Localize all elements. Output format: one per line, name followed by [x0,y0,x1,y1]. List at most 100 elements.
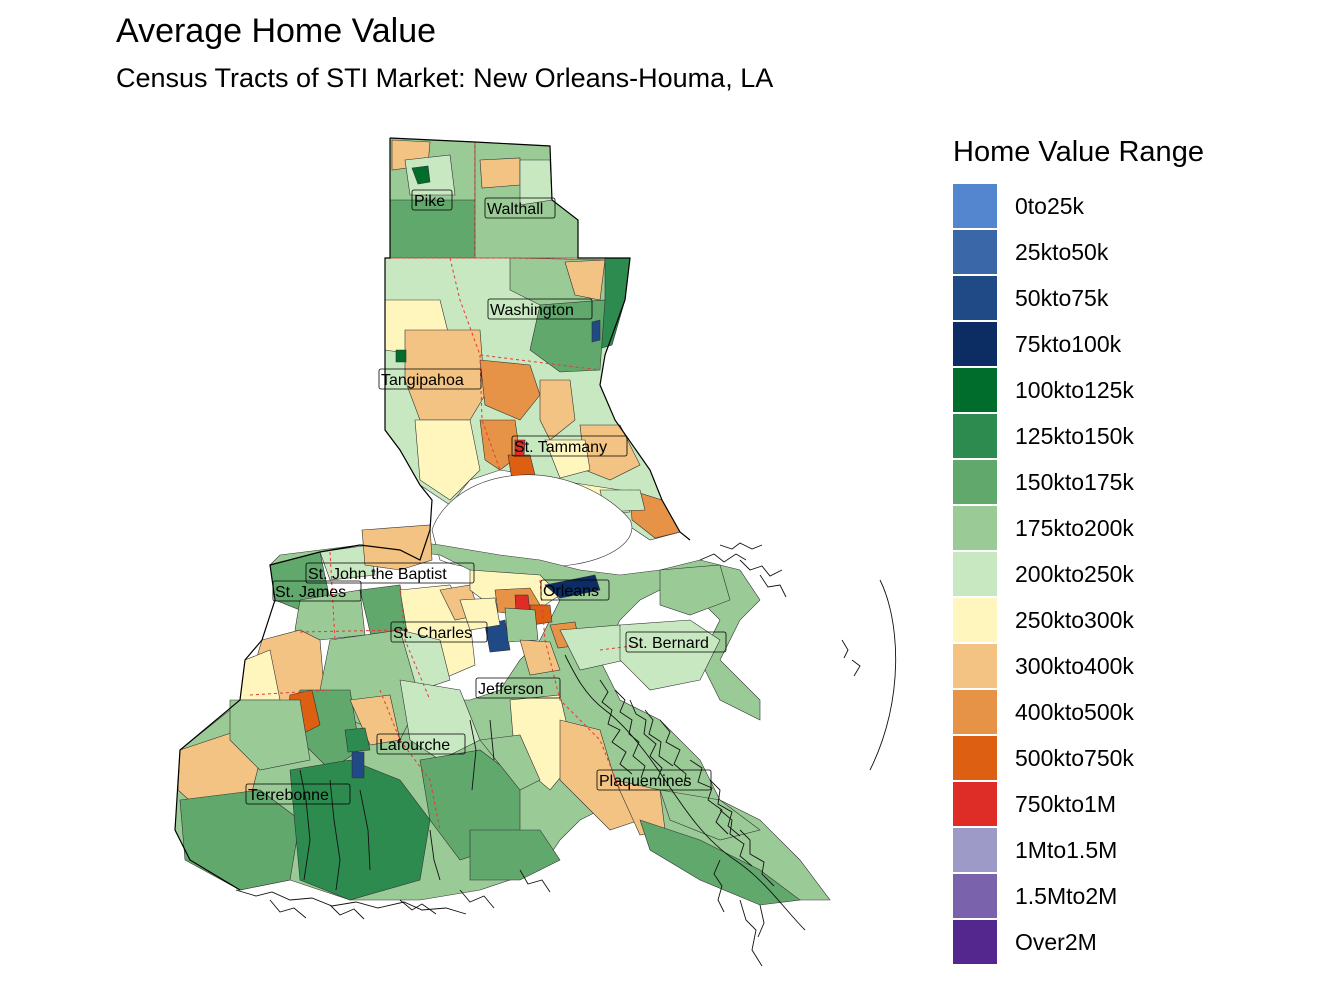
tract [544,574,601,599]
tract [361,524,433,571]
legend-label: Over2M [1015,928,1097,955]
parish-label: St. Bernard [625,631,727,653]
legend-label: 100kto125k [1015,376,1134,403]
parish-label-text: Walthall [487,201,543,218]
parish-label-text: St. Charles [393,625,472,642]
legend-label: 200kto250k [1015,560,1134,587]
parish-label-text: Washington [490,302,574,319]
legend-title: Home Value Range [953,136,1204,168]
parish-label: Terrebonne [245,783,351,805]
legend-label: 500kto750k [1015,744,1134,771]
legend-swatch [953,920,997,964]
tract [539,379,576,441]
legend-label: 25kto50k [1015,238,1109,265]
tract [659,564,731,616]
tract [529,299,606,373]
tract [519,639,561,676]
legend-swatch [953,460,997,504]
legend-swatch [953,276,997,320]
tract [229,699,311,771]
parish-label: St. Tammany [511,435,628,457]
legend-label: 300kto400k [1015,652,1134,679]
legend-swatch [953,874,997,918]
legend-label: 150kto175k [1015,468,1134,495]
legend-swatch [953,828,997,872]
tract [351,751,365,779]
tract [544,439,591,479]
tract [411,165,431,185]
legend-swatch [953,230,997,274]
tract [479,359,541,421]
legend-item: Over2M [953,919,1204,965]
legend-label: 75kto100k [1015,330,1122,357]
legend-swatch [953,690,997,734]
parish-label-text: Plaquemines [599,773,692,790]
parish-label: Jefferson [475,677,561,699]
legend-swatch [953,184,997,228]
legend-label: 750kto1M [1015,790,1117,817]
tract [344,727,371,753]
parish-label: St. John the Baptist [305,562,475,584]
legend-item: 750kto1M [953,781,1204,827]
parish-label-text: Pike [414,193,445,210]
parish-label: St. Charles [390,621,488,643]
parish-label: Walthall [484,197,556,219]
parish-label: Pike [411,189,453,211]
region-pike-walthall [389,137,579,261]
parish-label-text: Orleans [543,583,599,600]
region-southern-parishes [174,524,831,906]
tract [479,734,541,791]
legend-swatch [953,322,997,366]
legend-label: 175kto200k [1015,514,1134,541]
parish-label-text: St. John the Baptist [308,566,447,583]
legend-label: 400kto500k [1015,698,1134,725]
legend-item: 0to25k [953,183,1204,229]
tract [659,789,761,841]
tract [294,589,366,641]
parish-label: Tangipahoa [378,368,482,390]
legend-item: 150kto175k [953,459,1204,505]
legend-swatch [953,552,997,596]
tract [399,679,481,761]
chart-title: Average Home Value [116,12,437,50]
parish-label-text: Terrebonne [248,787,329,804]
tract [504,607,539,643]
legend-item: 125kto150k [953,413,1204,459]
tract [479,157,521,189]
parish-labels: Pike Walthall Washington Tangipahoa St. … [245,189,727,805]
legend: Home Value Range 0to25k 25kto50k 50kto75… [953,136,1204,965]
tract [414,419,481,501]
legend-item: 1Mto1.5M [953,827,1204,873]
parish-label-text: Lafourche [379,737,450,754]
legend-swatch [953,782,997,826]
tract [319,544,376,581]
legend-swatch [953,736,997,780]
legend-swatch [953,644,997,688]
tract [469,829,561,881]
tract [559,719,641,831]
legend-item: 1.5Mto2M [953,873,1204,919]
parish-label: St. James [272,580,362,602]
parish-label-text: St. Tammany [514,439,607,456]
parish-boundaries [249,142,641,831]
parish-label-text: Jefferson [478,681,544,698]
legend-items: 0to25k 25kto50k 50kto75k 75kto100k 100kt… [953,183,1204,965]
legend-item: 100kto125k [953,367,1204,413]
legend-item: 175kto200k [953,505,1204,551]
legend-swatch [953,598,997,642]
legend-item: 75kto100k [953,321,1204,367]
parish-label: Lafourche [376,733,466,755]
parish-label-text: Tangipahoa [381,372,464,389]
legend-label: 1Mto1.5M [1015,836,1118,863]
choropleth-map: Pike Walthall Washington Tangipahoa St. … [174,137,897,967]
tract [395,349,407,363]
parish-label: Orleans [540,579,610,601]
legend-label: 250kto300k [1015,606,1134,633]
tract [564,259,606,301]
legend-item: 400kto500k [953,689,1204,735]
tract [404,154,456,196]
parish-label: Washington [487,298,593,320]
tract [591,319,601,343]
legend-label: 0to25k [1015,192,1085,219]
parish-label-text: St. James [275,584,346,601]
